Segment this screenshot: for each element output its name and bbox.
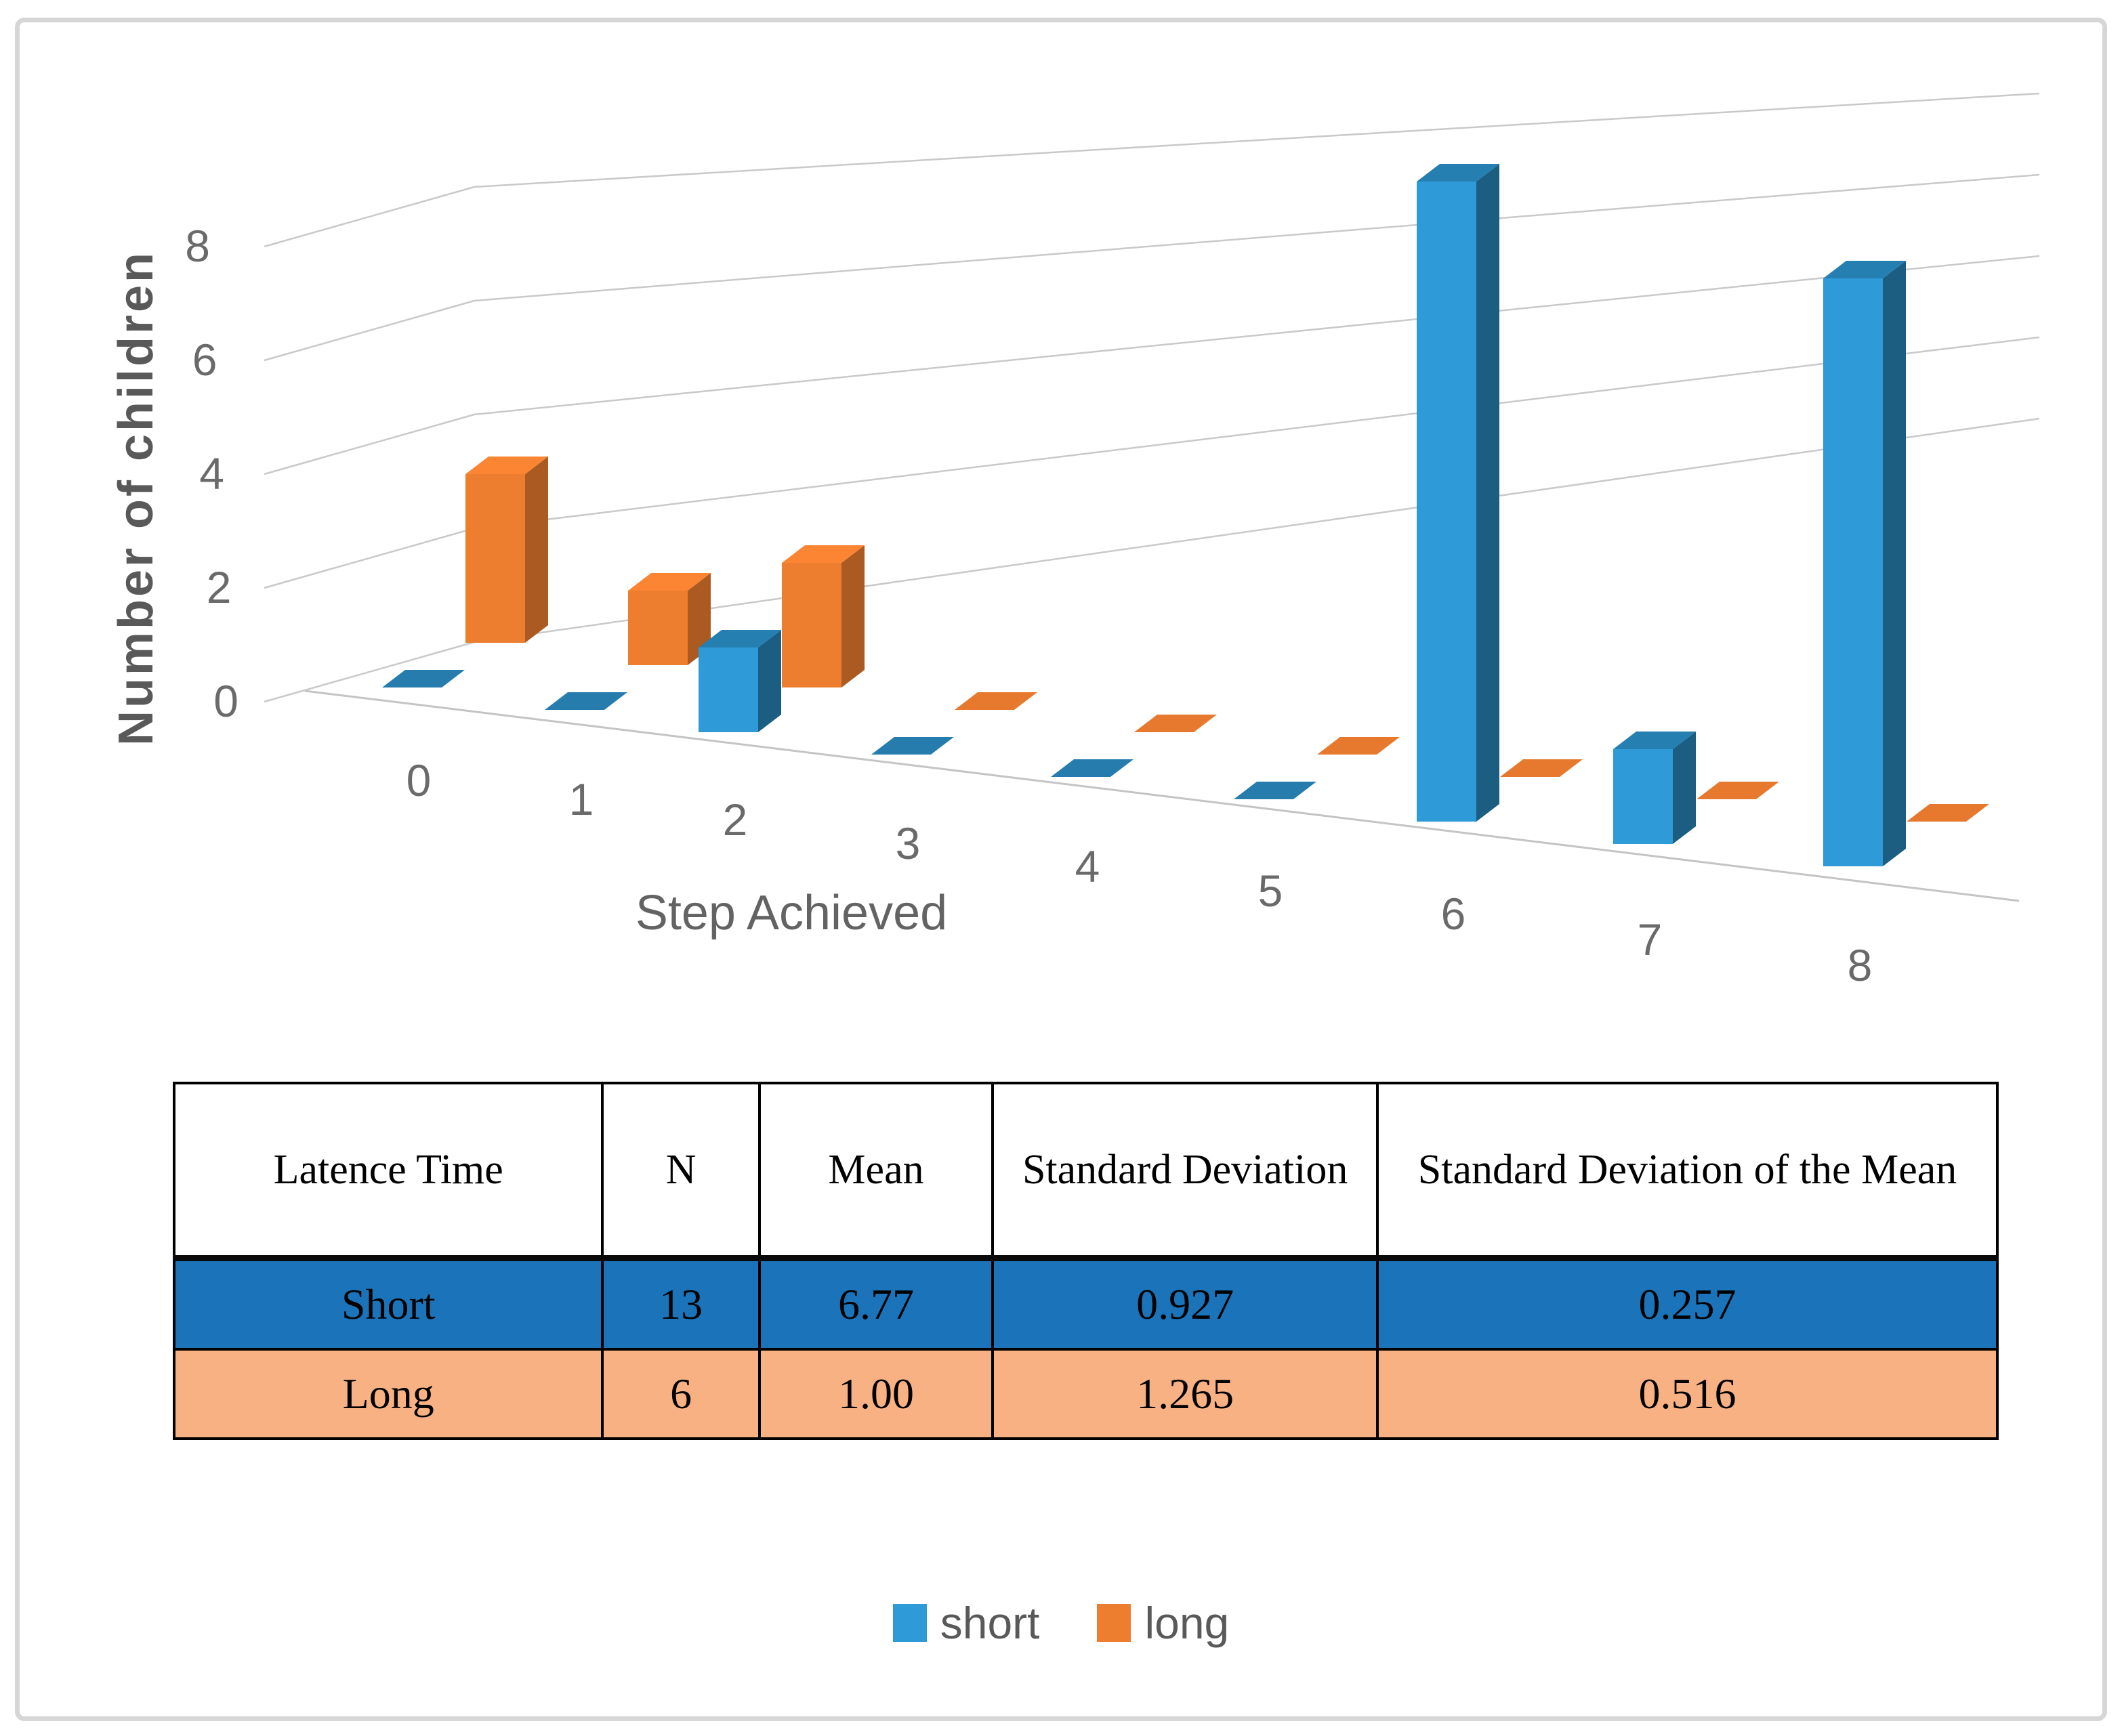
legend-item-long: long — [1097, 1597, 1229, 1649]
legend-swatch-long — [1097, 1604, 1131, 1642]
marker-short-1 — [545, 692, 627, 710]
latency-stats-table: Latence Time N Mean Standard Deviation S… — [172, 1082, 1999, 1440]
legend-item-short: short — [892, 1597, 1040, 1649]
table-row-long: Long 6 1.00 1.265 0.516 — [172, 1348, 1999, 1440]
cell-long-mean: 1.00 — [757, 1348, 995, 1440]
bar-long-0 — [465, 457, 548, 643]
header-standard-deviation: Standard Deviation — [991, 1082, 1379, 1261]
bar-chart-3d: 0 2 4 6 8 0 1 2 3 4 5 6 7 8 Step Achieved Number of chi… — [109, 92, 2040, 990]
chart-legend: short long — [0, 1597, 2122, 1649]
cell-short-n: 13 — [601, 1256, 761, 1351]
y-axis-title: Number of children — [109, 250, 163, 746]
bar-short-6 — [1417, 164, 1499, 822]
legend-label-short: short — [940, 1598, 1040, 1648]
x-tick-7: 7 — [1638, 914, 1663, 965]
x-tick-0: 0 — [407, 755, 432, 805]
bar-long-1 — [628, 573, 711, 665]
marker-short-3 — [871, 737, 954, 755]
y-tick-2: 2 — [207, 562, 232, 612]
cell-long-sdm: 0.516 — [1376, 1348, 1999, 1440]
x-tick-8: 8 — [1848, 940, 1873, 990]
gridline-4 — [264, 255, 2040, 475]
x-tick-1: 1 — [569, 774, 594, 824]
header-mean: Mean — [757, 1082, 995, 1261]
marker-short-4 — [1051, 759, 1133, 777]
gridline-6 — [264, 173, 2040, 362]
y-tick-0: 0 — [213, 676, 238, 726]
marker-long-6 — [1500, 759, 1583, 777]
cell-long-sd: 1.265 — [991, 1348, 1379, 1440]
marker-long-7 — [1697, 782, 1779, 799]
x-tick-2: 2 — [723, 795, 748, 845]
x-tick-3: 3 — [896, 818, 921, 868]
header-n: N — [601, 1082, 761, 1261]
cell-short-sdm: 0.257 — [1376, 1256, 1999, 1351]
bar-long-2 — [782, 545, 865, 687]
y-tick-4: 4 — [199, 448, 224, 499]
marker-long-3 — [955, 692, 1037, 710]
legend-label-long: long — [1144, 1598, 1230, 1648]
marker-short-0 — [382, 670, 465, 687]
y-tick-8: 8 — [185, 221, 210, 271]
marker-short-5 — [1234, 782, 1316, 799]
gridline-8 — [264, 92, 2040, 248]
marker-long-5 — [1317, 737, 1400, 755]
bar-short-7 — [1613, 732, 1696, 844]
cell-short-label: Short — [172, 1256, 604, 1351]
header-latence-time: Latence Time — [172, 1082, 604, 1261]
cell-long-n: 6 — [601, 1348, 761, 1440]
marker-long-8 — [1907, 804, 1989, 822]
cell-short-sd: 0.927 — [991, 1256, 1379, 1351]
table-header-row: Latence Time N Mean Standard Deviation S… — [172, 1082, 1999, 1261]
cell-long-label: Long — [172, 1348, 604, 1440]
y-tick-6: 6 — [192, 335, 217, 385]
floor-front-edge — [304, 690, 2020, 902]
x-axis-title: Step Achieved — [636, 886, 947, 940]
header-standard-deviation-of-mean: Standard Deviation of the Mean — [1376, 1082, 1999, 1261]
cell-short-mean: 6.77 — [757, 1256, 995, 1351]
x-tick-6: 6 — [1441, 889, 1466, 939]
x-tick-4: 4 — [1075, 841, 1100, 891]
x-tick-5: 5 — [1258, 866, 1283, 916]
bar-short-2 — [699, 630, 781, 732]
legend-swatch-short — [892, 1604, 927, 1642]
bar-short-8 — [1823, 261, 1906, 866]
table-row-short: Short 13 6.77 0.927 0.257 — [172, 1256, 1999, 1351]
marker-long-4 — [1134, 715, 1217, 732]
